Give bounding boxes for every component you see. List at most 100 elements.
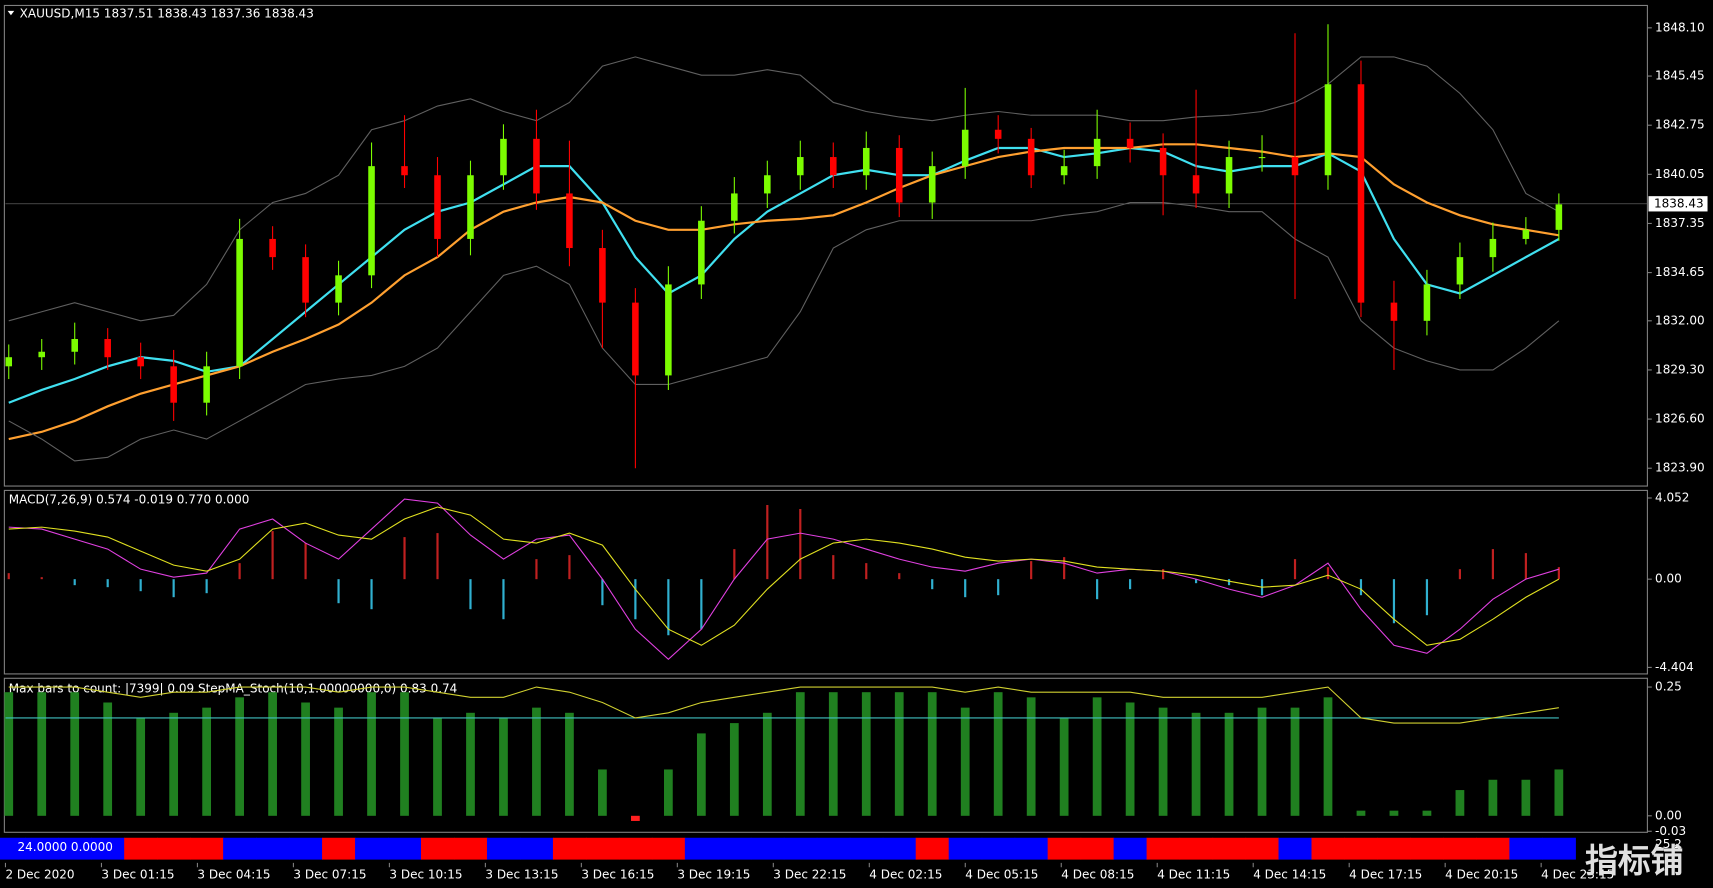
signal-segment xyxy=(388,837,422,860)
signal-segment xyxy=(91,837,125,860)
signal-segment xyxy=(651,837,686,860)
stoch-bar xyxy=(894,692,904,816)
x-tick-label: 3 Dec 22:15 xyxy=(773,867,846,881)
candle-body xyxy=(1390,302,1398,321)
signal-segment xyxy=(783,837,818,860)
stoch-bar xyxy=(367,692,376,816)
stoch-bar xyxy=(235,697,244,816)
candle-body xyxy=(1522,229,1530,239)
stoch-bar xyxy=(169,712,179,816)
last-price-label: 1838.43 xyxy=(1654,196,1704,210)
signal-segment xyxy=(223,837,257,860)
stoch-bar xyxy=(1521,779,1531,816)
strip-label: 24.0000 0.0000 xyxy=(17,840,112,854)
stoch-bar xyxy=(1554,769,1564,816)
candle-body xyxy=(368,166,375,276)
candle-body xyxy=(1126,138,1134,148)
stoch-bar xyxy=(1158,707,1168,816)
strip-axis-label: 25.2 xyxy=(1655,837,1682,851)
y-tick-label: 0.00 xyxy=(1655,572,1682,586)
y-tick-label: 1837.35 xyxy=(1655,216,1705,230)
candle-body xyxy=(994,129,1002,139)
candle-body xyxy=(1555,204,1563,230)
candle-body xyxy=(895,147,903,203)
candle-body xyxy=(566,193,573,249)
signal-segment xyxy=(882,837,917,860)
stoch-bar xyxy=(103,702,113,816)
candle-body xyxy=(1159,147,1167,176)
x-tick-label: 3 Dec 16:15 xyxy=(581,867,654,881)
y-tick-label: 1842.75 xyxy=(1655,118,1705,132)
stoch-bar xyxy=(1356,810,1366,816)
candle-body xyxy=(928,166,936,203)
stoch-bar xyxy=(631,815,640,821)
signal-segment xyxy=(1278,837,1313,860)
stoch-bar xyxy=(960,707,970,816)
candle-body xyxy=(698,220,705,285)
x-tick-label: 4 Dec 02:15 xyxy=(869,867,942,881)
stoch-bar xyxy=(334,707,343,816)
y-tick-label: 1845.45 xyxy=(1655,69,1705,83)
candle-body xyxy=(38,351,46,358)
candle-body xyxy=(665,284,672,376)
candle-body xyxy=(1456,257,1464,285)
signal-segment xyxy=(256,837,290,860)
stoch-bar xyxy=(927,692,937,816)
candle-body xyxy=(1192,175,1200,194)
candle-body xyxy=(1060,166,1068,176)
candle-body xyxy=(5,357,13,367)
y-tick-label: -4.404 xyxy=(1655,660,1694,674)
stoch-bar xyxy=(1290,707,1300,816)
candle-body xyxy=(599,248,606,303)
y-tick-label: 1832.00 xyxy=(1655,313,1705,327)
signal-segment xyxy=(618,837,653,860)
x-tick-label: 3 Dec 19:15 xyxy=(677,867,750,881)
x-tick-label: 3 Dec 01:15 xyxy=(101,867,174,881)
candle-body xyxy=(1291,157,1299,176)
stoch-bar xyxy=(4,692,14,816)
y-tick-label: 1834.65 xyxy=(1655,265,1705,279)
stoch-bar xyxy=(993,692,1003,816)
signal-segment xyxy=(1113,837,1148,860)
signal-segment xyxy=(1212,837,1247,860)
stoch-bar xyxy=(861,692,871,816)
candle-body xyxy=(1027,138,1035,176)
stoch-bar xyxy=(532,707,541,816)
signal-segment xyxy=(1344,837,1379,860)
stoch-bar xyxy=(1191,712,1201,816)
signal-segment xyxy=(1080,837,1115,860)
x-tick-label: 4 Dec 14:15 xyxy=(1253,867,1326,881)
stoch-bar xyxy=(762,712,772,816)
macd-panel xyxy=(3,489,1648,675)
y-tick-label: 1826.60 xyxy=(1655,412,1705,426)
stoch-bar xyxy=(70,692,80,816)
stoch-bar xyxy=(301,702,310,816)
candle-body xyxy=(401,166,408,176)
stoch-bar xyxy=(202,707,212,816)
stoch-bar xyxy=(499,717,508,816)
signal-segment xyxy=(58,837,92,860)
signal-segment xyxy=(684,837,719,860)
stoch-bar xyxy=(828,692,838,816)
macd-label: MACD(7,26,9) 0.574 -0.019 0.770 0.000 xyxy=(9,493,250,507)
stoch-bar xyxy=(1059,717,1069,816)
stoch-bar xyxy=(795,692,805,816)
stoch-bar xyxy=(1125,702,1135,816)
x-tick-label: 4 Dec 17:15 xyxy=(1349,867,1422,881)
x-tick-label: 3 Dec 07:15 xyxy=(293,867,366,881)
signal-segment xyxy=(552,837,587,860)
candle-body xyxy=(104,339,111,358)
stoch-bar xyxy=(1323,697,1333,816)
candle-body xyxy=(335,275,342,303)
signal-segment xyxy=(750,837,785,860)
signal-segment xyxy=(915,837,950,860)
candle-body xyxy=(170,366,177,403)
signal-segment xyxy=(157,837,191,860)
candle-body xyxy=(203,366,210,403)
candle-body xyxy=(434,175,441,239)
signal-segment xyxy=(849,837,884,860)
stoch-bar xyxy=(1389,810,1399,816)
candle-body xyxy=(764,175,771,194)
candle-body xyxy=(269,238,276,258)
